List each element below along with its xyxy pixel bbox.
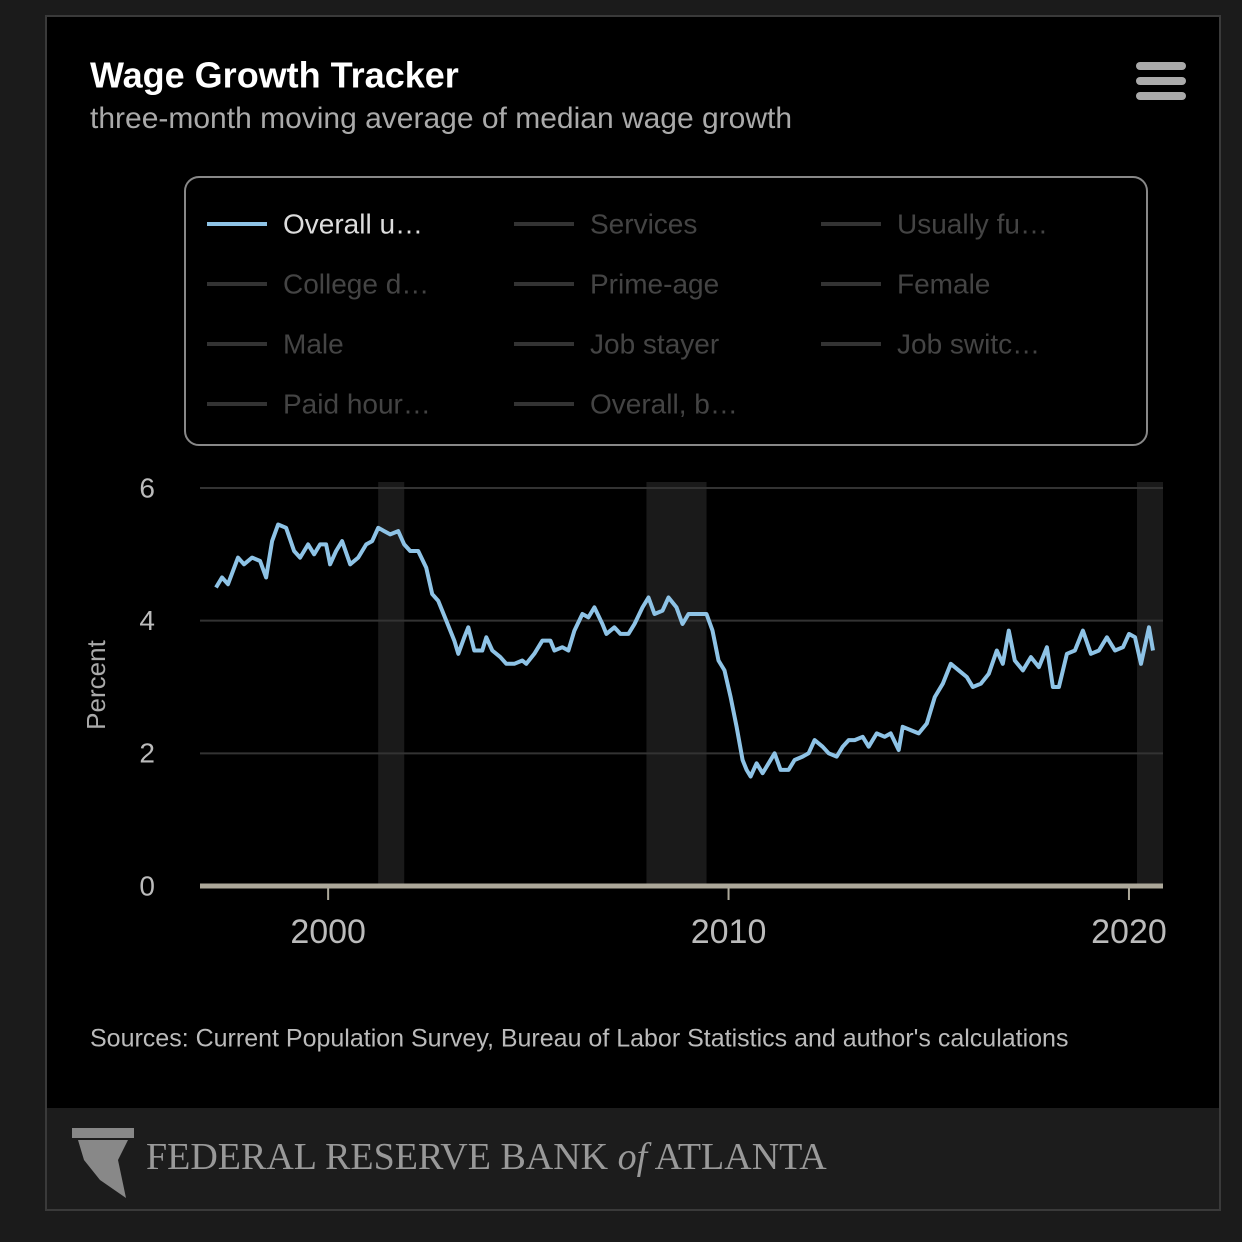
chart-title: Wage Growth Tracker bbox=[90, 55, 459, 96]
logo-icon bbox=[72, 1128, 134, 1198]
menu-bar[interactable] bbox=[1136, 92, 1186, 100]
recession-band bbox=[378, 482, 405, 886]
legend-label: Usually fu… bbox=[897, 208, 1048, 239]
logo-text: of bbox=[618, 1136, 652, 1178]
y-axis-label: Percent bbox=[81, 639, 111, 729]
source-note: Sources: Current Population Survey, Bure… bbox=[90, 1025, 1068, 1053]
legend-label: Services bbox=[590, 208, 697, 239]
panel bbox=[45, 15, 1221, 1211]
legend-label: Prime-age bbox=[590, 268, 719, 299]
y-tick-label: 4 bbox=[139, 605, 155, 636]
x-tick-label: 2020 bbox=[1091, 913, 1167, 951]
legend-label: College d… bbox=[283, 268, 429, 299]
legend-box bbox=[184, 176, 1148, 446]
logo-part bbox=[78, 1140, 128, 1198]
legend-label: Paid hour… bbox=[283, 388, 431, 419]
y-tick-label: 2 bbox=[139, 738, 155, 769]
menu-bar[interactable] bbox=[1136, 77, 1186, 85]
legend-label: Male bbox=[283, 328, 344, 359]
x-tick-label: 2010 bbox=[691, 913, 767, 951]
logo-text: ATLANTA bbox=[655, 1136, 828, 1178]
series-line bbox=[214, 522, 1155, 779]
footer-band bbox=[47, 1108, 1219, 1209]
legend-label: Female bbox=[897, 268, 990, 299]
legend-label: Job stayer bbox=[590, 328, 719, 359]
menu-button[interactable] bbox=[1136, 62, 1186, 100]
logo-part bbox=[72, 1128, 134, 1138]
x-tick-label: 2000 bbox=[290, 913, 366, 951]
menu-bar[interactable] bbox=[1136, 62, 1186, 70]
y-tick-label: 0 bbox=[139, 870, 155, 901]
logo-text: FEDERAL RESERVE BANK bbox=[146, 1136, 609, 1178]
recession-band bbox=[646, 482, 707, 886]
legend-label: Job switc… bbox=[897, 328, 1040, 359]
y-tick-label: 6 bbox=[139, 472, 155, 503]
legend-label: Overall u… bbox=[283, 208, 423, 239]
footer-logo: FEDERAL RESERVE BANK of ATLANTA bbox=[146, 1136, 827, 1178]
recession-band bbox=[1136, 482, 1163, 886]
legend-label: Overall, b… bbox=[590, 388, 738, 419]
chart-subtitle: three-month moving average of median wag… bbox=[90, 102, 792, 135]
